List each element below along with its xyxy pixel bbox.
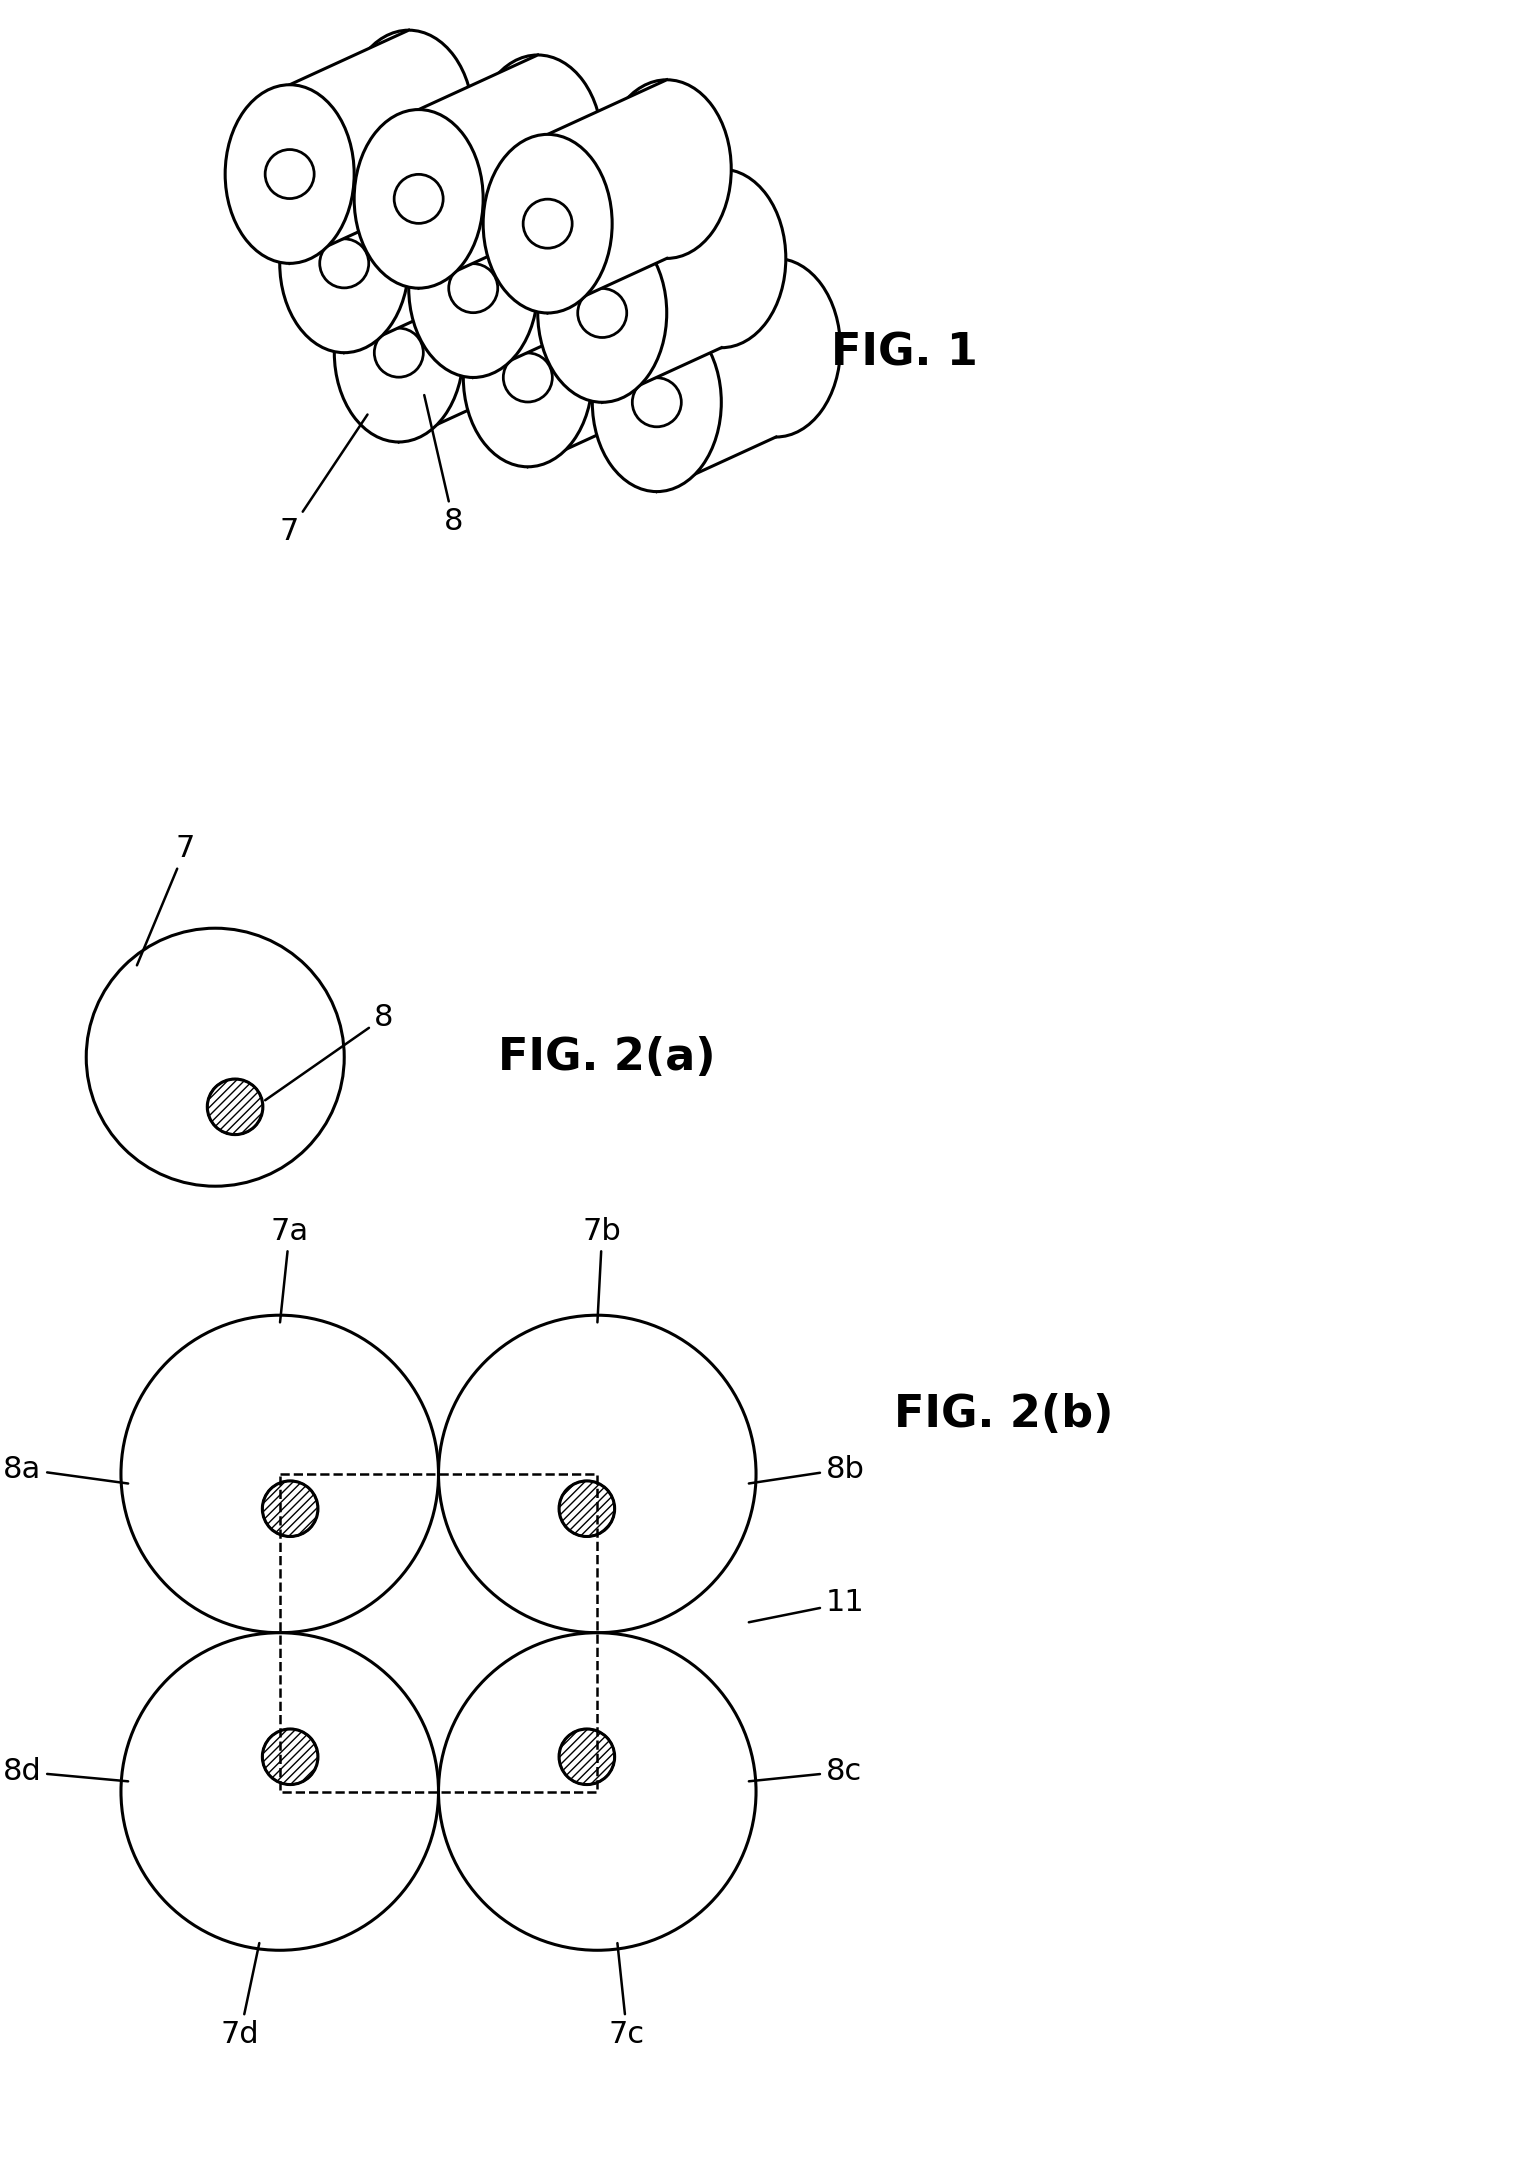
Polygon shape bbox=[528, 234, 647, 466]
Text: 8b: 8b bbox=[749, 1454, 864, 1484]
Text: FIG. 2(a): FIG. 2(a) bbox=[499, 1036, 716, 1079]
Circle shape bbox=[262, 1480, 318, 1536]
Text: 8a: 8a bbox=[3, 1454, 129, 1484]
Ellipse shape bbox=[538, 223, 667, 403]
Polygon shape bbox=[472, 145, 592, 377]
Ellipse shape bbox=[657, 169, 785, 347]
Ellipse shape bbox=[334, 264, 463, 442]
Text: 8: 8 bbox=[425, 394, 463, 535]
Text: 11: 11 bbox=[749, 1588, 864, 1623]
Text: 8d: 8d bbox=[3, 1757, 129, 1786]
Ellipse shape bbox=[483, 134, 612, 312]
Text: FIG. 2(b): FIG. 2(b) bbox=[894, 1393, 1114, 1437]
Ellipse shape bbox=[399, 119, 528, 299]
Ellipse shape bbox=[454, 208, 583, 388]
Polygon shape bbox=[399, 208, 518, 442]
Ellipse shape bbox=[225, 85, 354, 264]
Polygon shape bbox=[290, 30, 408, 264]
Text: 8: 8 bbox=[265, 1003, 394, 1101]
Ellipse shape bbox=[592, 312, 721, 492]
Text: 7c: 7c bbox=[609, 1944, 646, 2048]
Polygon shape bbox=[419, 54, 538, 288]
Text: 7a: 7a bbox=[270, 1216, 308, 1322]
Circle shape bbox=[121, 1315, 439, 1632]
Ellipse shape bbox=[408, 199, 538, 377]
Circle shape bbox=[439, 1315, 756, 1632]
Ellipse shape bbox=[528, 145, 657, 323]
Circle shape bbox=[558, 1729, 615, 1786]
Circle shape bbox=[262, 1729, 318, 1786]
Text: 7: 7 bbox=[281, 414, 368, 546]
Circle shape bbox=[439, 1632, 756, 1950]
Circle shape bbox=[121, 1632, 439, 1950]
Polygon shape bbox=[657, 258, 776, 492]
Polygon shape bbox=[344, 119, 463, 353]
Ellipse shape bbox=[603, 80, 732, 258]
Circle shape bbox=[86, 927, 344, 1185]
Ellipse shape bbox=[712, 258, 841, 438]
Ellipse shape bbox=[463, 288, 592, 466]
Text: 7: 7 bbox=[137, 834, 195, 964]
Text: FIG. 1: FIG. 1 bbox=[831, 332, 979, 375]
Ellipse shape bbox=[472, 54, 603, 234]
Polygon shape bbox=[603, 169, 721, 403]
Circle shape bbox=[558, 1480, 615, 1536]
Ellipse shape bbox=[583, 234, 712, 412]
Ellipse shape bbox=[344, 30, 472, 208]
Circle shape bbox=[207, 1079, 262, 1136]
Text: 8c: 8c bbox=[749, 1757, 862, 1786]
Text: 7b: 7b bbox=[583, 1216, 621, 1322]
Text: 7d: 7d bbox=[221, 1944, 259, 2048]
Ellipse shape bbox=[354, 111, 483, 288]
Polygon shape bbox=[548, 80, 667, 312]
Ellipse shape bbox=[279, 173, 408, 353]
